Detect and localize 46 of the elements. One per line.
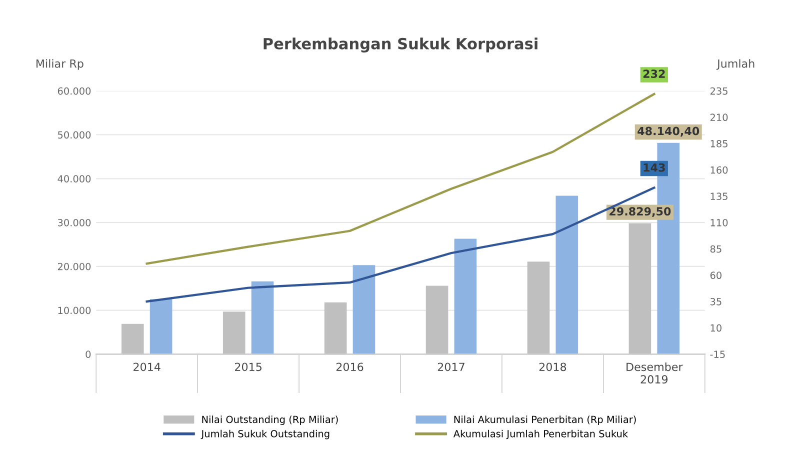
- x-tick-label: 2015: [234, 362, 262, 372]
- data-label: 29.829,50: [610, 207, 671, 217]
- y2-tick-label: 110: [710, 218, 728, 226]
- x-tick-label: 2018: [539, 362, 566, 372]
- bar: [454, 238, 477, 354]
- y2-tick-label: 235: [710, 87, 728, 95]
- bar: [556, 196, 578, 354]
- y2-tick-label: 35: [710, 298, 722, 306]
- y2-axis-title: Jumlah: [716, 59, 754, 70]
- legend-label: Nilai Outstanding (Rp Miliar): [202, 416, 338, 425]
- bar: [121, 324, 144, 354]
- legend-label: Nilai Akumulasi Penerbitan (Rp Miliar): [454, 416, 636, 425]
- x-tick-label: 2016: [336, 362, 364, 372]
- chart-title: Perkembangan Sukuk Korporasi: [264, 38, 538, 52]
- y-tick-label: 60.000: [58, 87, 91, 95]
- y2-tick-label: 210: [710, 114, 728, 122]
- y2-tick-label: -15: [710, 350, 725, 358]
- x-tick-label: 2017: [438, 362, 464, 372]
- data-label: 232: [643, 70, 665, 78]
- bar: [426, 286, 448, 354]
- x-tick-label: 2014: [134, 362, 160, 372]
- bar: [251, 281, 274, 354]
- legend-label: Akumulasi Jumlah Penerbitan Sukuk: [453, 430, 628, 440]
- data-label: 143: [644, 163, 665, 172]
- y2-tick-label: 185: [710, 140, 728, 148]
- x-tick-label: Desember 2019: [626, 362, 683, 384]
- y-tick-label: 50.000: [58, 131, 91, 139]
- bar: [222, 312, 246, 354]
- y2-tick-label: 160: [710, 166, 728, 174]
- y-axis-title: Miliar Rp: [36, 59, 84, 70]
- bar: [150, 299, 172, 354]
- y-tick-label: 20.000: [58, 262, 91, 270]
- y-tick-label: 10.000: [58, 306, 91, 314]
- bar: [324, 302, 347, 354]
- legend-label: Jumlah Sukuk Outstanding: [200, 430, 330, 440]
- bar: [352, 265, 376, 354]
- y2-tick-label: 60: [710, 272, 722, 280]
- y2-tick-label: 135: [710, 192, 728, 200]
- bar: [628, 223, 652, 354]
- y2-tick-label: 85: [710, 245, 722, 253]
- y2-tick-label: 10: [710, 324, 722, 332]
- data-label: 48.140,40: [638, 126, 700, 137]
- y-tick-label: 30.000: [58, 218, 91, 226]
- y-tick-label: 40.000: [58, 175, 91, 182]
- bar: [527, 262, 550, 354]
- y-tick-label: 0: [86, 350, 91, 358]
